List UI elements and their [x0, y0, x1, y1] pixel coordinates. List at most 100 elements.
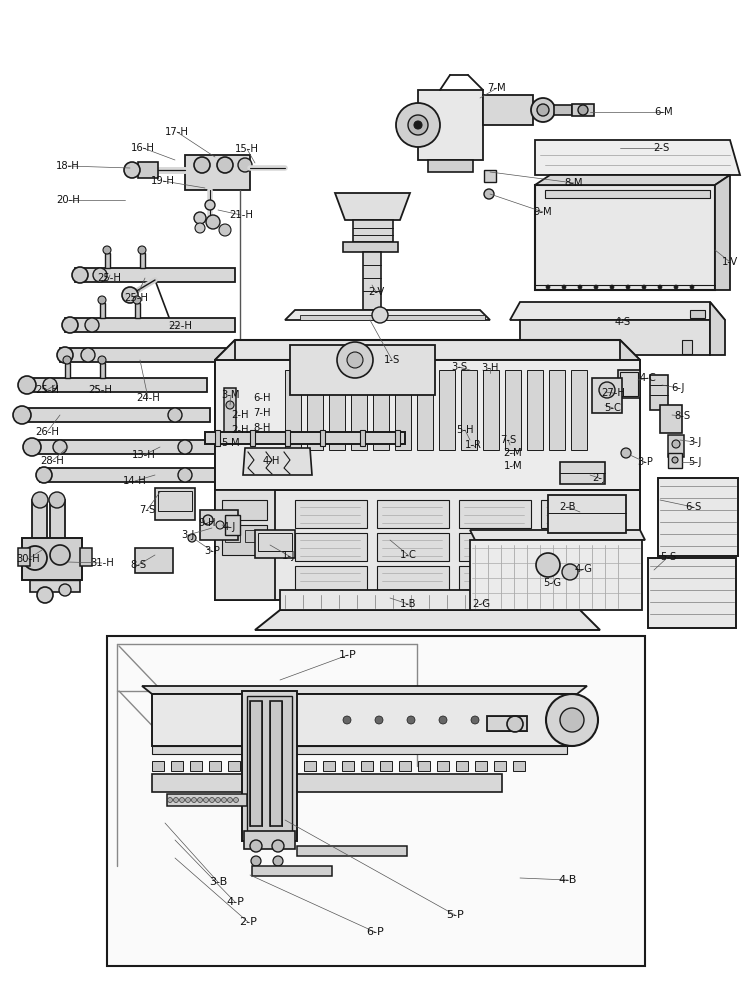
Bar — [505, 370, 521, 450]
Text: 8-S: 8-S — [674, 411, 690, 421]
Circle shape — [407, 716, 415, 724]
Bar — [295, 533, 367, 561]
Circle shape — [63, 356, 71, 364]
Bar — [155, 488, 195, 520]
Bar — [32, 500, 47, 585]
Bar — [650, 375, 668, 410]
Text: 4-C: 4-C — [640, 373, 656, 383]
Circle shape — [219, 224, 231, 236]
Polygon shape — [535, 185, 715, 290]
Bar — [28, 440, 218, 454]
Text: 1-S: 1-S — [384, 355, 400, 365]
Bar — [620, 372, 638, 396]
Text: 8-H: 8-H — [253, 423, 271, 433]
Bar — [418, 90, 483, 160]
Bar — [167, 794, 247, 806]
Text: 26-H: 26-H — [35, 427, 59, 437]
Bar — [105, 253, 110, 268]
Bar — [571, 370, 587, 450]
Bar — [300, 315, 485, 320]
Circle shape — [18, 376, 36, 394]
Text: 3-S: 3-S — [451, 362, 467, 372]
Bar — [353, 220, 393, 242]
Bar — [190, 761, 202, 771]
Bar — [285, 370, 301, 450]
Circle shape — [578, 285, 582, 289]
Bar — [215, 360, 640, 490]
Circle shape — [347, 352, 363, 368]
Text: 14-H: 14-H — [123, 476, 147, 486]
Text: 2-J: 2-J — [593, 473, 605, 483]
Bar — [225, 530, 240, 542]
Bar — [158, 491, 192, 511]
Circle shape — [217, 157, 233, 173]
Bar — [343, 242, 398, 252]
Polygon shape — [715, 175, 730, 290]
Bar — [250, 701, 262, 826]
Text: 2-G: 2-G — [472, 599, 490, 609]
Text: 3-P: 3-P — [637, 457, 653, 467]
Circle shape — [43, 378, 57, 392]
Bar — [459, 500, 531, 528]
Bar — [690, 310, 705, 318]
Text: 5-G: 5-G — [543, 578, 561, 588]
Bar — [461, 370, 477, 450]
Bar — [682, 340, 692, 354]
Text: 20-H: 20-H — [56, 195, 80, 205]
Circle shape — [228, 798, 232, 802]
Circle shape — [59, 584, 71, 596]
Text: 1-P: 1-P — [339, 650, 357, 660]
Text: 4-H: 4-H — [262, 456, 280, 466]
Polygon shape — [285, 310, 490, 320]
Text: 24-H: 24-H — [136, 393, 160, 403]
Circle shape — [408, 115, 428, 135]
Bar — [428, 160, 473, 172]
Bar — [250, 430, 255, 446]
Circle shape — [546, 694, 598, 746]
Text: 19-H: 19-H — [151, 176, 175, 186]
Bar — [22, 538, 82, 580]
Circle shape — [168, 798, 172, 802]
Circle shape — [23, 438, 41, 456]
Bar — [320, 430, 325, 446]
Text: 1-R: 1-R — [465, 440, 481, 450]
Bar — [545, 190, 710, 198]
Bar — [395, 370, 411, 450]
Polygon shape — [510, 302, 725, 320]
Bar — [513, 761, 525, 771]
Text: 5-J: 5-J — [688, 457, 702, 467]
Text: 3-B: 3-B — [209, 877, 227, 887]
Bar — [483, 95, 533, 125]
Text: 22-H: 22-H — [168, 321, 192, 331]
Circle shape — [690, 285, 694, 289]
Circle shape — [36, 467, 52, 483]
Bar — [30, 580, 80, 592]
Bar — [660, 405, 682, 433]
Circle shape — [198, 798, 202, 802]
Circle shape — [174, 798, 178, 802]
Text: 9-M: 9-M — [534, 207, 552, 217]
Circle shape — [205, 200, 215, 210]
Text: 3-M: 3-M — [222, 390, 240, 400]
Text: 3-J: 3-J — [181, 530, 195, 540]
Bar — [245, 530, 260, 542]
Polygon shape — [152, 746, 567, 754]
Polygon shape — [535, 175, 730, 185]
Text: 2-V: 2-V — [368, 287, 384, 297]
Text: 1-C: 1-C — [399, 550, 417, 560]
Bar — [459, 533, 531, 561]
Circle shape — [103, 246, 111, 254]
Circle shape — [396, 103, 440, 147]
Circle shape — [546, 285, 550, 289]
Circle shape — [49, 492, 65, 508]
Circle shape — [272, 840, 284, 852]
Bar — [215, 430, 220, 446]
Text: 5-C: 5-C — [605, 403, 621, 413]
Text: 9-H: 9-H — [199, 518, 216, 528]
Circle shape — [192, 798, 196, 802]
Bar — [40, 468, 220, 482]
Circle shape — [93, 268, 107, 282]
Bar — [395, 430, 400, 446]
Bar — [50, 500, 65, 585]
Bar — [470, 540, 642, 610]
